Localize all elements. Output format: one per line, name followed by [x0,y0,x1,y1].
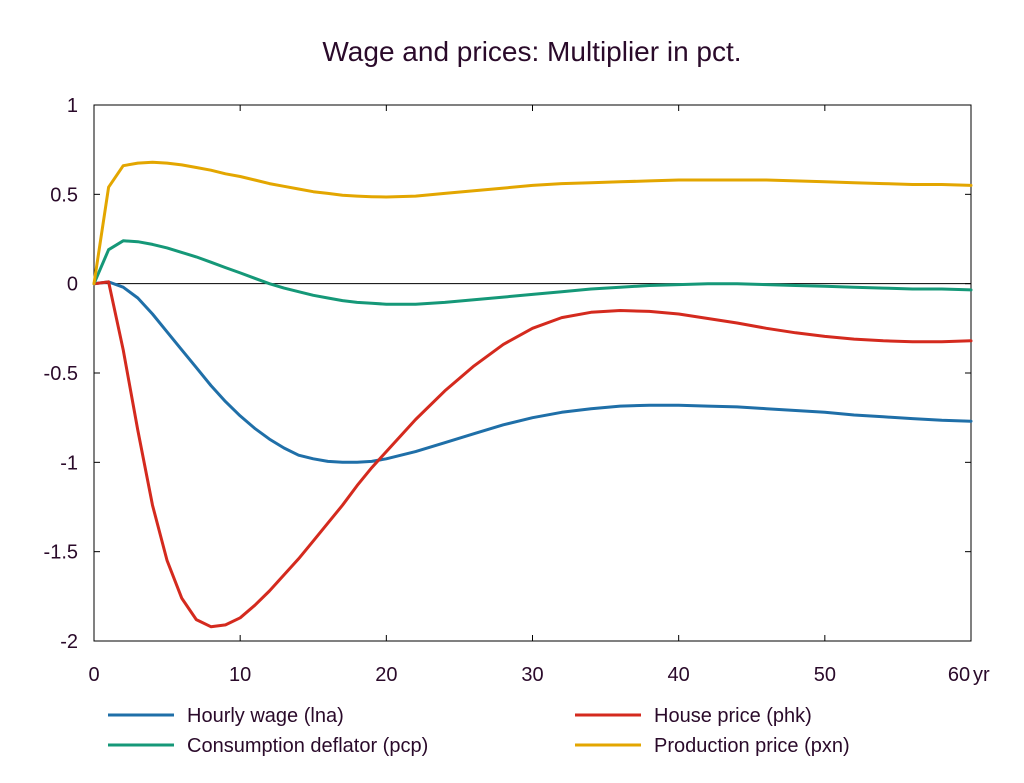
series-line-0 [92,280,973,464]
legend-label-3: Production price (pxn) [654,735,850,757]
series-line-3 [92,160,973,286]
series-line-2 [92,239,973,306]
x-tick-label: 20 [375,664,397,686]
y-tick-label: 0 [67,274,78,296]
x-tick-label: 60 [948,664,970,686]
x-tick-label: 50 [814,664,836,686]
y-tick-label: -1.5 [44,542,78,564]
x-tick-label: 40 [668,664,690,686]
legend-label-0: Hourly wage (lna) [187,705,344,727]
y-tick-label: 1 [67,95,78,117]
x-tick-label: 0 [88,664,99,686]
x-axis: 0 10 20 30 40 50 60 yr [88,105,990,686]
series-line-1 [92,280,973,629]
series-group [92,160,973,629]
y-tick-label: -2 [60,631,78,653]
x-unit-label: yr [973,664,990,686]
chart-title: Wage and prices: Multiplier in pct. [322,36,741,67]
y-tick-label: 0.5 [50,184,78,206]
y-tick-label: -1 [60,452,78,474]
legend-label-1: House price (phk) [654,705,812,727]
legend: Hourly wage (lna) House price (phk) Consum… [108,705,850,757]
legend-label-2: Consumption deflator (pcp) [187,735,428,757]
x-tick-label: 10 [229,664,251,686]
y-axis: 1 0.5 0 -0.5 -1 -1.5 -2 [44,95,971,653]
x-tick-label: 30 [521,664,543,686]
y-tick-label: -0.5 [44,363,78,385]
